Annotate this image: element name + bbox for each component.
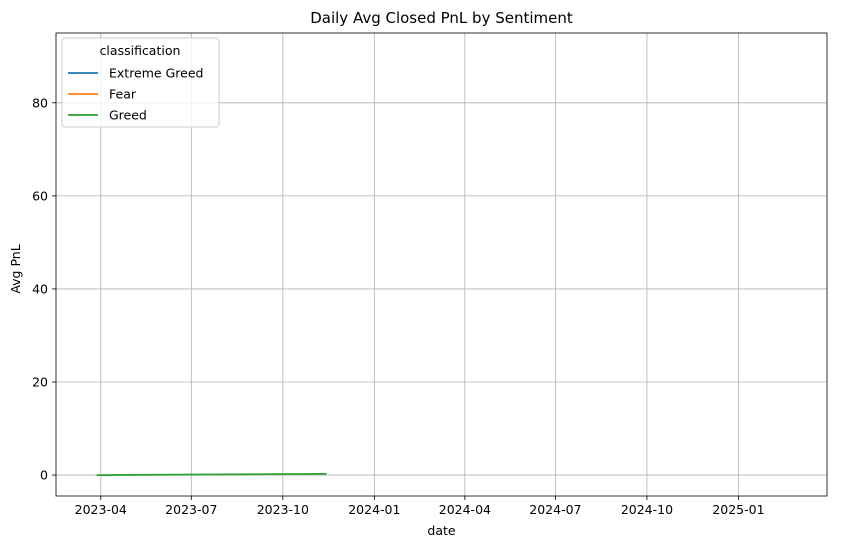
legend-box <box>61 37 220 128</box>
legend-title: classification <box>100 43 181 58</box>
legend-entry: Greed <box>109 108 147 123</box>
series-layer <box>96 473 327 476</box>
x-tick-label: 2024-04 <box>439 502 491 517</box>
plot-frame <box>55 32 828 497</box>
x-tick-label: 2025-01 <box>712 502 764 517</box>
x-tick-label: 2024-07 <box>529 502 581 517</box>
series-line-greed <box>96 473 327 476</box>
y-tick-label: 60 <box>32 188 48 203</box>
legend: classification Extreme Greed Fear Greed <box>61 37 220 128</box>
y-axis: 0 20 40 60 80 <box>32 95 56 483</box>
legend-entry: Fear <box>109 87 137 102</box>
x-tick-label: 2024-01 <box>348 502 400 517</box>
y-tick-label: 80 <box>32 95 48 110</box>
y-tick-label: 0 <box>40 468 48 483</box>
x-tick-label: 2023-04 <box>75 502 127 517</box>
x-axis-title: date <box>427 523 455 538</box>
x-tick-label: 2024-10 <box>621 502 673 517</box>
y-tick-label: 20 <box>32 374 48 389</box>
chart-title: Daily Avg Closed PnL by Sentiment <box>310 9 573 27</box>
legend-entry: Extreme Greed <box>109 66 203 81</box>
y-axis-title: Avg PnL <box>8 244 23 293</box>
y-tick-label: 40 <box>32 281 48 296</box>
x-tick-label: 2023-07 <box>165 502 217 517</box>
x-axis: 2023-04 2023-07 2023-10 2024-01 2024-04 2024-… <box>75 496 765 517</box>
x-tick-label: 2023-10 <box>257 502 309 517</box>
